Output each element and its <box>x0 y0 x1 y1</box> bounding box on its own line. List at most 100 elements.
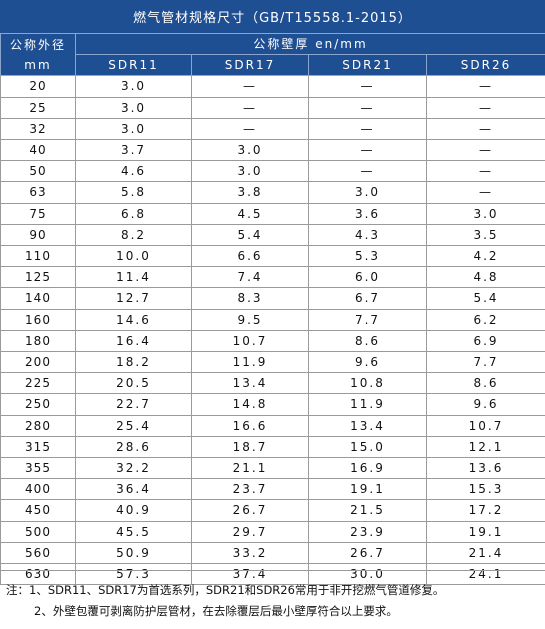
cell-sdr26: 24.1 <box>425 563 545 586</box>
cell-sdr17: 7.4 <box>191 266 309 289</box>
table-row: 20 3.0— — — <box>0 75 545 98</box>
cell-sdr26: 17.2 <box>425 499 545 522</box>
cell-sdr17: 6.6 <box>191 245 309 268</box>
cell-outer-diameter: 125 <box>0 266 76 289</box>
cell-outer-diameter: 200 <box>0 351 76 374</box>
cell-sdr11: 3.7 <box>75 139 192 162</box>
cell-outer-diameter: 32 <box>0 117 76 141</box>
cell-sdr17: — <box>191 117 309 141</box>
cell-sdr17: 11.9 <box>191 351 309 374</box>
cell-sdr21: 10.8 <box>308 372 427 395</box>
table-row: 500 45.5 29.7 23.9 19.1 <box>0 520 545 543</box>
cell-sdr11: 5.8 <box>75 181 192 204</box>
cell-sdr17: 18.7 <box>191 435 309 459</box>
cell-sdr21: — <box>308 117 427 141</box>
cell-sdr21: — <box>308 96 427 119</box>
cell-sdr11: 8.2 <box>75 223 192 247</box>
table-row: 25 3.0— — — <box>0 96 545 119</box>
cell-sdr21: 9.6 <box>308 351 427 374</box>
cell-sdr26: 4.2 <box>425 245 545 268</box>
cell-outer-diameter: 250 <box>0 393 76 416</box>
cell-sdr11: 10.0 <box>75 245 192 268</box>
table-row: 90 8.2 5.4 4.3 3.5 <box>0 223 545 247</box>
table-row: 50 4.6 3.0— — <box>0 160 545 183</box>
od-header-unit: mm <box>24 57 52 72</box>
table-body: 20 3.0— — —25 3.0— — —32 3.0— — —40 3.7 3.0— —50 4.6 3… <box>0 75 545 586</box>
cell-sdr17: 3.0 <box>191 160 309 183</box>
cell-sdr21: — <box>308 160 427 183</box>
cell-sdr11: 28.6 <box>75 435 192 459</box>
cell-sdr17: 21.1 <box>191 457 309 480</box>
cell-sdr11: 3.0 <box>75 75 192 98</box>
table-row: 110 10.0 6.6 5.3 4.2 <box>0 245 545 268</box>
cell-sdr11: 18.2 <box>75 351 192 374</box>
cell-sdr17: 23.7 <box>191 478 309 501</box>
cell-sdr26: 7.7 <box>425 351 545 374</box>
cell-sdr11: 45.5 <box>75 520 192 543</box>
cell-outer-diameter: 40 <box>0 139 76 162</box>
cell-sdr11: 3.0 <box>75 117 192 141</box>
cell-sdr17: 13.4 <box>191 372 309 395</box>
wall-thickness-header: 公称壁厚 en/mm <box>74 32 545 56</box>
cell-outer-diameter: 315 <box>0 435 76 459</box>
cell-sdr11: 36.4 <box>75 478 192 501</box>
note-1: 注：1、SDR11、SDR17为首选系列，SDR21和SDR26常用于非开挖燃气… <box>6 583 445 597</box>
table-row: 140 12.7 8.3 6.7 5.4 <box>0 287 545 310</box>
cell-outer-diameter: 280 <box>0 414 76 437</box>
cell-sdr17: 29.7 <box>191 520 309 543</box>
cell-sdr17: 5.4 <box>191 223 309 247</box>
cell-outer-diameter: 110 <box>0 245 76 268</box>
cell-outer-diameter: 560 <box>0 541 76 565</box>
cell-sdr21: 16.9 <box>308 457 427 480</box>
cell-sdr17: 4.5 <box>191 202 309 225</box>
cell-sdr26: 3.5 <box>425 223 545 247</box>
spec-table: 公称外径 mm 公称壁厚 en/mm SDR11 SDR17 SDR21 SDR… <box>0 32 545 586</box>
table-row: 315 28.6 18.7 15.0 12.1 <box>0 435 545 459</box>
cell-outer-diameter: 630 <box>0 563 76 586</box>
cell-sdr21: 5.3 <box>308 245 427 268</box>
table-row: 280 25.4 16.6 13.4 10.7 <box>0 414 545 437</box>
cell-sdr21: 11.9 <box>308 393 427 416</box>
cell-sdr11: 11.4 <box>75 266 192 289</box>
cell-sdr11: 40.9 <box>75 499 192 522</box>
cell-sdr26: — <box>425 139 545 162</box>
cell-outer-diameter: 25 <box>0 96 76 119</box>
cell-sdr11: 50.9 <box>75 541 192 565</box>
cell-sdr26: 6.9 <box>425 329 545 353</box>
table-row: 32 3.0— — — <box>0 117 545 141</box>
cell-sdr11: 20.5 <box>75 372 192 395</box>
note-2: 2、外壁包覆可剥离防护层管材，在去除覆层后最小壁厚符合以上要求。 <box>34 604 398 618</box>
cell-outer-diameter: 75 <box>0 202 76 225</box>
table-row: 560 50.9 33.2 26.7 21.4 <box>0 541 545 565</box>
cell-sdr21: 8.6 <box>308 329 427 353</box>
cell-sdr21: 6.0 <box>308 266 427 289</box>
cell-sdr26: 3.0 <box>425 202 545 225</box>
cell-sdr21: 26.7 <box>308 541 427 565</box>
col-header-sdr26: SDR26 <box>425 54 545 77</box>
cell-sdr21: 3.6 <box>308 202 427 225</box>
cell-sdr17: — <box>191 96 309 119</box>
col-header-sdr17: SDR17 <box>191 54 309 77</box>
cell-sdr26: 21.4 <box>425 541 545 565</box>
cell-sdr21: 19.1 <box>308 478 427 501</box>
cell-sdr17: 33.2 <box>191 541 309 565</box>
od-header: 公称外径 mm <box>0 32 76 77</box>
cell-sdr21: 4.3 <box>308 223 427 247</box>
cell-sdr11: 16.4 <box>75 329 192 353</box>
cell-sdr26: 13.6 <box>425 457 545 480</box>
cell-sdr21: 3.0 <box>308 181 427 204</box>
cell-sdr17: 3.8 <box>191 181 309 204</box>
cell-outer-diameter: 50 <box>0 160 76 183</box>
cell-sdr26: 9.6 <box>425 393 545 416</box>
table-row: 180 16.4 10.7 8.6 6.9 <box>0 329 545 353</box>
cell-sdr17: 16.6 <box>191 414 309 437</box>
cell-sdr11: 4.6 <box>75 160 192 183</box>
cell-outer-diameter: 500 <box>0 520 76 543</box>
table-row: 63 5.8 3.8 3.0— <box>0 181 545 204</box>
cell-sdr21: 21.5 <box>308 499 427 522</box>
cell-sdr11: 12.7 <box>75 287 192 310</box>
col-header-sdr21: SDR21 <box>308 54 427 77</box>
table-row: 250 22.7 14.8 11.9 9.6 <box>0 393 545 416</box>
table-row: 200 18.2 11.9 9.6 7.7 <box>0 351 545 374</box>
cell-sdr21: — <box>308 139 427 162</box>
